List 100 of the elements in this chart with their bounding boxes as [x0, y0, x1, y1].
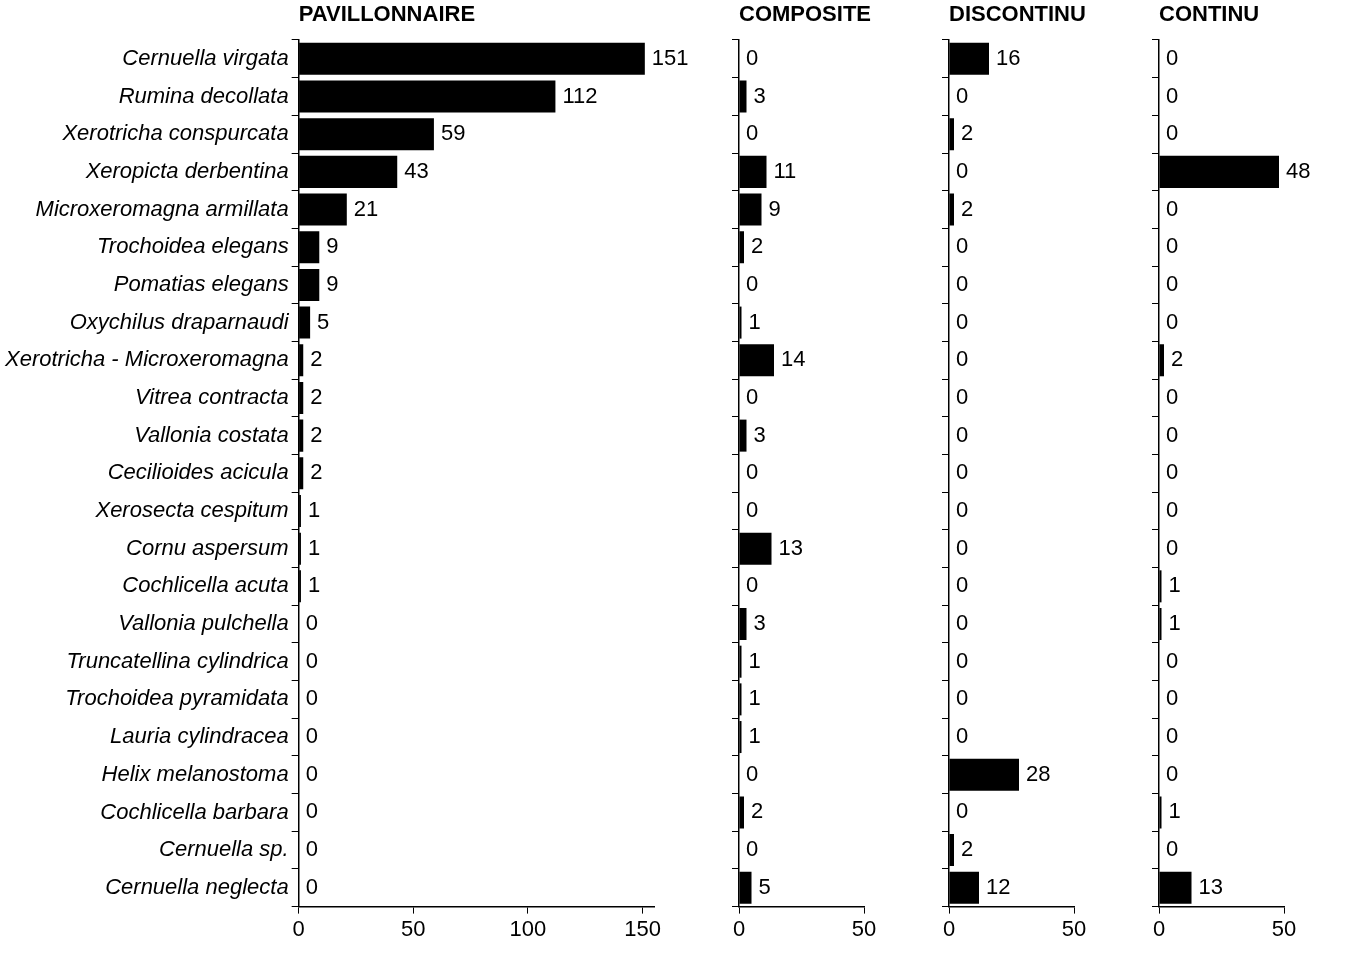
data-label: 0 — [746, 836, 759, 862]
data-label: 0 — [956, 534, 969, 560]
data-label: 0 — [956, 459, 969, 485]
data-label: 2 — [961, 120, 974, 146]
y-tick-label: Cornu aspersum — [126, 534, 289, 560]
data-label: 0 — [1166, 534, 1179, 560]
data-label: 0 — [746, 270, 759, 296]
data-label: 14 — [781, 346, 806, 372]
data-label: 0 — [746, 459, 759, 485]
x-tick-label: 0 — [942, 915, 956, 941]
x-tick-label: 100 — [509, 915, 547, 941]
y-tick-label: Oxychilus draparnaudi — [69, 308, 290, 334]
x-tick-label: 50 — [401, 915, 426, 941]
y-tick-label: Vallonia costata — [134, 421, 289, 447]
data-label: 0 — [956, 685, 969, 711]
x-tick-label: 0 — [292, 915, 305, 941]
data-label: 0 — [1166, 836, 1179, 862]
data-label: 0 — [305, 760, 318, 786]
x-tick-label: 50 — [1271, 915, 1297, 941]
data-label: 0 — [305, 836, 318, 862]
data-label: 0 — [305, 685, 318, 711]
data-label: 151 — [651, 44, 689, 70]
data-label: 1 — [748, 647, 761, 673]
data-label: 2 — [310, 384, 323, 410]
y-tick-label: Helix melanostoma — [101, 760, 289, 786]
data-label: 0 — [1166, 459, 1179, 485]
data-label: 0 — [1166, 384, 1179, 410]
data-label: 1 — [748, 685, 761, 711]
data-label: 21 — [353, 195, 379, 221]
data-label: 0 — [956, 798, 969, 824]
data-label: 0 — [305, 873, 318, 899]
data-label: 0 — [956, 384, 969, 410]
data-label: 1 — [748, 308, 761, 334]
data-label: 3 — [753, 610, 766, 636]
y-tick-label: Cernuella sp. — [159, 836, 289, 862]
y-tick-label: Xeropicta derbentina — [84, 158, 289, 183]
data-label: 3 — [753, 82, 766, 108]
data-label: 28 — [1026, 760, 1051, 786]
data-label: 1 — [1168, 572, 1181, 598]
y-tick-label: Xerotricha conspurcata — [61, 120, 289, 146]
data-label: 0 — [305, 723, 318, 749]
data-label: 0 — [956, 647, 969, 673]
y-tick-label: Cernuella virgata — [122, 44, 289, 70]
data-label: 112 — [562, 82, 598, 108]
data-label: 0 — [305, 647, 318, 673]
y-tick-label: Xerosecta cespitum — [94, 497, 289, 523]
y-tick-label: Xerotricha - Microxeromagna — [3, 346, 289, 372]
data-label: 0 — [746, 384, 759, 410]
data-label: 0 — [1166, 308, 1179, 334]
chart-title: PAVILLONNAIRE — [298, 1, 476, 27]
data-label: 1 — [1168, 610, 1181, 636]
x-tick-label: 50 — [851, 915, 877, 941]
data-label: 9 — [326, 233, 339, 259]
y-tick-label: Vallonia pulchella — [118, 610, 289, 636]
data-label: 1 — [1168, 798, 1181, 824]
data-label: 5 — [758, 873, 771, 899]
y-tick-label: Vitrea contracta — [134, 384, 289, 410]
y-tick-label: Truncatellina cylindrica — [66, 647, 289, 673]
data-label: 0 — [746, 44, 759, 70]
data-label: 2 — [961, 195, 974, 221]
data-label: 0 — [956, 497, 969, 523]
x-tick-label: 0 — [732, 915, 746, 941]
data-label: 43 — [404, 157, 429, 183]
data-label: 13 — [778, 534, 803, 560]
x-tick-label: 50 — [1061, 915, 1087, 941]
data-label: 59 — [440, 120, 466, 146]
y-tick-label: Trochoidea pyramidata — [65, 685, 289, 711]
data-label: 2 — [961, 836, 974, 862]
data-label: 0 — [956, 572, 969, 598]
y-tick-label: Lauria cylindracea — [110, 723, 289, 749]
y-tick-label: Cecilioides acicula — [107, 459, 289, 485]
data-label: 0 — [1166, 421, 1179, 447]
data-label: 3 — [753, 421, 766, 447]
data-label: 11 — [773, 157, 797, 183]
data-label: 2 — [751, 233, 764, 259]
data-label: 16 — [996, 44, 1021, 70]
data-label: 0 — [1166, 82, 1179, 108]
data-label: 9 — [326, 270, 339, 296]
data-label: 12 — [986, 873, 1011, 899]
data-label: 0 — [956, 308, 969, 334]
data-label: 0 — [1166, 120, 1179, 146]
y-tick-label: Cochlicella barbara — [100, 798, 289, 824]
data-label: 0 — [305, 798, 318, 824]
data-label: 1 — [307, 572, 321, 598]
x-tick-label: 0 — [1152, 915, 1166, 941]
data-label: 0 — [956, 270, 969, 296]
data-label: 5 — [317, 308, 330, 334]
data-label: 0 — [1166, 233, 1179, 259]
data-label: 0 — [1166, 270, 1179, 296]
data-label: 13 — [1198, 873, 1223, 899]
chart-title: COMPOSITE — [739, 1, 872, 27]
data-label: 1 — [748, 723, 761, 749]
data-label: 0 — [1166, 195, 1179, 221]
data-label: 0 — [956, 346, 969, 372]
data-label: 0 — [305, 610, 318, 636]
data-label: 0 — [956, 723, 969, 749]
y-tick-label: Trochoidea elegans — [97, 233, 289, 259]
data-label: 2 — [751, 798, 764, 824]
data-label: 0 — [956, 421, 969, 447]
data-label: 0 — [746, 572, 759, 598]
